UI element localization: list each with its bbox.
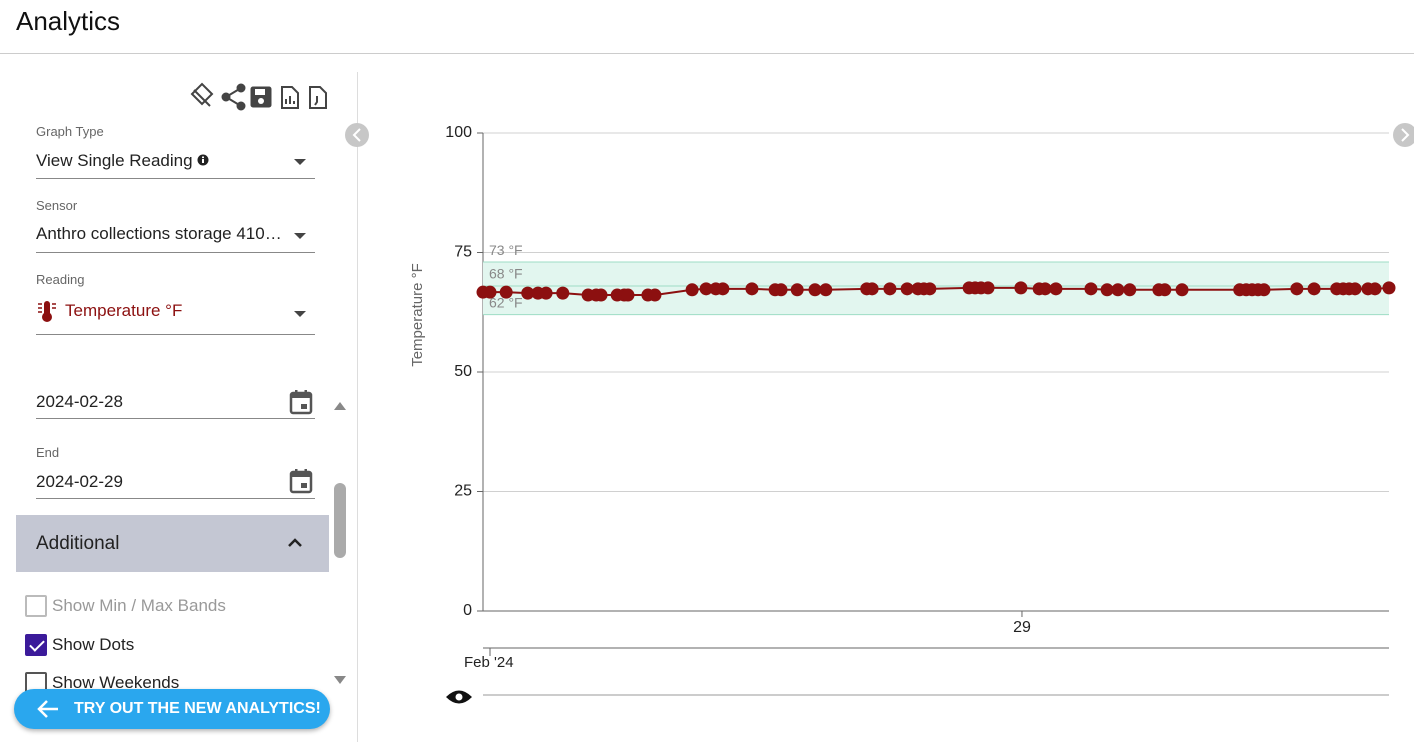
- data-dot: [1257, 283, 1271, 297]
- button-label: TRY OUT THE NEW ANALYTICS!: [74, 700, 321, 717]
- data-dot: [1111, 283, 1125, 297]
- data-dot: [1038, 282, 1052, 296]
- divider: [0, 53, 1414, 54]
- share-icon[interactable]: [221, 83, 246, 111]
- nav-next[interactable]: [1393, 123, 1414, 147]
- data-dot: [1382, 281, 1396, 295]
- data-dot: [648, 288, 662, 302]
- data-dot: [1290, 282, 1304, 296]
- data-dot: [499, 285, 513, 299]
- data-dot: [521, 286, 535, 300]
- collapse-icon[interactable]: [286, 535, 304, 549]
- dropdown-arrow[interactable]: [294, 159, 306, 165]
- data-dot: [716, 282, 730, 296]
- csv-icon[interactable]: [309, 86, 327, 109]
- data-dot: [900, 282, 914, 296]
- y-tick-label: 0: [463, 602, 472, 619]
- checkbox-label: Show Dots: [52, 634, 135, 654]
- band-label: 73 °F: [489, 242, 523, 258]
- dropdown-arrow[interactable]: [294, 311, 306, 317]
- section-title: Additional: [36, 533, 120, 554]
- info-icon[interactable]: [197, 154, 209, 166]
- underline: [36, 252, 315, 253]
- field-label: Graph Type: [36, 124, 104, 139]
- data-dot: [923, 282, 937, 296]
- data-dot: [685, 283, 699, 297]
- data-dot: [883, 282, 897, 296]
- data-dot: [1123, 283, 1137, 297]
- data-dot: [556, 286, 570, 300]
- data-dot: [621, 288, 635, 302]
- checkbox-box: [25, 633, 47, 656]
- field-value: View Single Reading: [36, 151, 193, 170]
- checkbox[interactable]: Show Dots: [25, 633, 134, 657]
- page-title: Analytics: [16, 6, 121, 36]
- data-dot: [1307, 282, 1321, 296]
- data-dot: [1348, 282, 1362, 296]
- thermometer-icon: [38, 301, 56, 322]
- layers-off-icon[interactable]: [190, 82, 214, 107]
- y-tick-label: 100: [445, 124, 472, 141]
- dropdown-arrow[interactable]: [294, 233, 306, 239]
- checkbox: Show Min / Max Bands: [25, 594, 226, 618]
- data-dot: [790, 283, 804, 297]
- data-dot: [1368, 282, 1382, 296]
- toolbar: [190, 82, 327, 111]
- data-dot: [1014, 281, 1028, 295]
- data-dot: [865, 282, 879, 296]
- band-label: 62 °F: [489, 294, 523, 310]
- data-dot: [1100, 283, 1114, 297]
- nav-prev[interactable]: [345, 123, 369, 147]
- report-icon[interactable]: [281, 86, 299, 109]
- graph-type-value[interactable]: View Single Reading: [36, 151, 209, 171]
- y-tick-label: 75: [454, 244, 472, 261]
- data-dot: [1049, 282, 1063, 296]
- y-tick-label: 50: [454, 363, 472, 380]
- data-dot: [1175, 283, 1189, 297]
- field-label: Sensor: [36, 198, 78, 213]
- data-dot: [539, 286, 553, 300]
- underline: [36, 334, 315, 335]
- eye-icon[interactable]: [446, 690, 472, 704]
- date-value[interactable]: 2024-02-28: [36, 392, 123, 411]
- back-arrow-icon: [37, 700, 58, 718]
- data-dot: [819, 283, 833, 297]
- x-tick-label: 29: [1013, 619, 1031, 636]
- field-value[interactable]: Anthro collections storage 410…: [36, 224, 282, 243]
- data-dot: [745, 282, 759, 296]
- underline: [36, 498, 315, 499]
- field-value[interactable]: Temperature °F: [65, 301, 183, 320]
- section-header[interactable]: Additional: [16, 515, 329, 572]
- data-dot: [1158, 283, 1172, 297]
- data-dot: [699, 282, 713, 296]
- field-label: Reading: [36, 272, 85, 287]
- field-label: End: [36, 445, 60, 460]
- data-dot: [483, 285, 497, 299]
- scrollbar[interactable]: [330, 388, 352, 693]
- data-dot: [1084, 282, 1098, 296]
- checkbox-box: [25, 595, 47, 617]
- calendar-icon[interactable]: [289, 389, 313, 415]
- navigator-label: Feb '24: [464, 654, 514, 671]
- data-dot: [594, 288, 608, 302]
- band-label: 68 °F: [489, 266, 523, 282]
- y-tick-label: 25: [454, 483, 472, 500]
- checkbox-label: Show Min / Max Bands: [52, 596, 226, 615]
- divider: [357, 72, 358, 742]
- data-dot: [981, 281, 995, 295]
- y-axis-label: Temperature °F: [409, 263, 426, 367]
- checkbox-label: Show Weekends: [52, 673, 180, 692]
- data-dot: [774, 283, 788, 297]
- underline: [36, 418, 315, 419]
- new-analytics-button[interactable]: TRY OUT THE NEW ANALYTICS!: [14, 689, 330, 729]
- date-value[interactable]: 2024-02-29: [36, 472, 123, 491]
- calendar-icon[interactable]: [289, 468, 313, 494]
- underline: [36, 178, 315, 179]
- save-icon[interactable]: [250, 86, 272, 108]
- data-dot: [808, 283, 822, 297]
